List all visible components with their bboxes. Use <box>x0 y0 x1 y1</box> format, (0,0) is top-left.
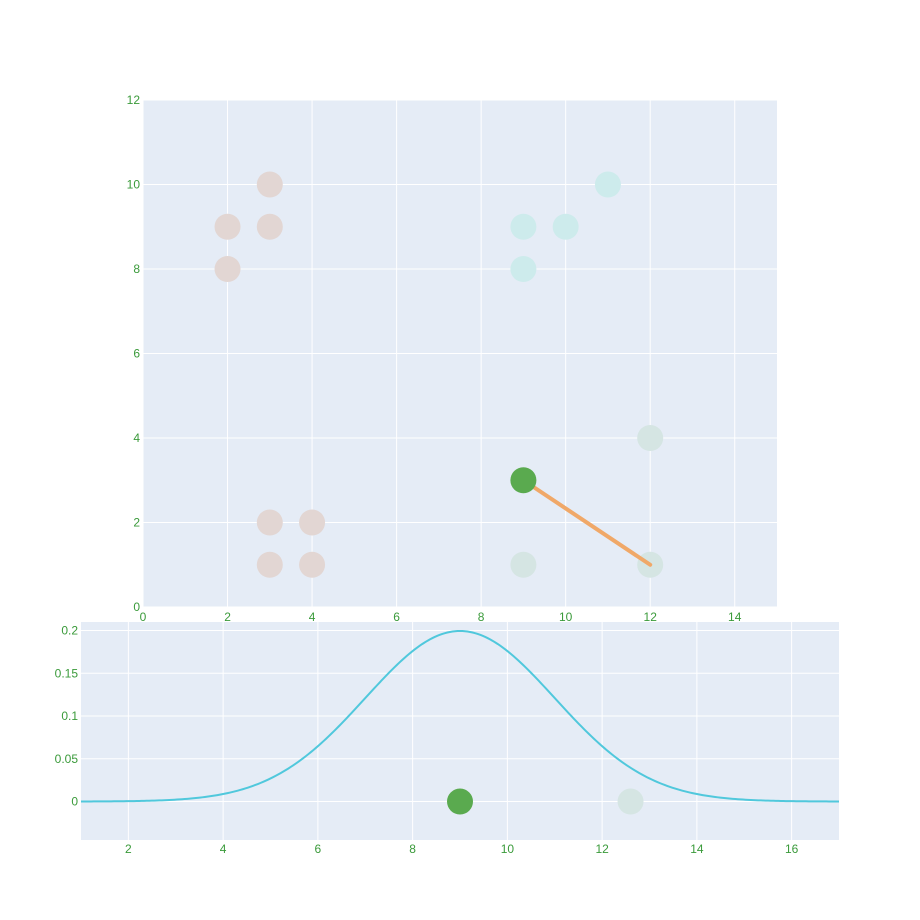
data-point <box>552 213 579 240</box>
data-point <box>299 509 326 536</box>
y-tick-label: 0.2 <box>61 624 78 638</box>
data-point <box>214 213 241 240</box>
data-point <box>256 551 283 578</box>
y-tick-label: 0.1 <box>61 709 78 723</box>
data-point <box>256 213 283 240</box>
y-tick-label: 0.15 <box>55 666 79 680</box>
x-tick-label: 0 <box>140 610 147 624</box>
x-tick-label: 6 <box>315 842 322 856</box>
y-tick-label: 0 <box>71 795 78 809</box>
x-tick-label: 14 <box>728 610 742 624</box>
data-point <box>256 509 283 536</box>
x-tick-label: 8 <box>478 610 485 624</box>
data-point <box>447 788 473 815</box>
data-point <box>594 171 621 198</box>
highlight-point <box>510 467 537 494</box>
x-tick-label: 14 <box>690 842 704 856</box>
x-tick-label: 6 <box>393 610 400 624</box>
x-tick-label: 4 <box>309 610 316 624</box>
density-curve <box>81 629 839 803</box>
x-tick-label: 12 <box>644 610 658 624</box>
data-point <box>510 213 537 240</box>
data-point <box>256 171 283 198</box>
distance-line <box>521 478 653 567</box>
y-tick-label: 0 <box>133 600 140 614</box>
data-point <box>637 425 664 451</box>
density-plot: 2 4 6 8 10 12 14 16 0 0.05 0.1 0.15 0.2 <box>55 622 839 856</box>
data-point <box>214 256 241 282</box>
y-tick-label: 12 <box>127 93 141 107</box>
y-tick-label: 6 <box>133 347 140 361</box>
scatter-plot: 0 2 4 6 8 10 12 14 0 2 4 6 8 10 12 <box>127 93 777 624</box>
data-point <box>510 256 537 282</box>
x-tick-label: 16 <box>785 842 799 856</box>
y-tick-label: 2 <box>133 516 140 530</box>
x-tick-label: 10 <box>501 842 515 856</box>
y-tick-label: 4 <box>133 431 140 445</box>
x-tick-label: 12 <box>595 842 609 856</box>
data-point <box>510 551 537 578</box>
x-tick-label: 10 <box>559 610 573 624</box>
x-tick-label: 8 <box>409 842 416 856</box>
x-tick-label: 2 <box>224 610 231 624</box>
y-tick-label: 0.05 <box>55 752 79 766</box>
x-tick-label: 4 <box>220 842 227 856</box>
y-tick-label: 8 <box>133 262 140 276</box>
y-tick-label: 10 <box>127 178 141 192</box>
data-point <box>617 788 644 815</box>
x-tick-label: 2 <box>125 842 132 856</box>
data-point <box>299 551 326 578</box>
